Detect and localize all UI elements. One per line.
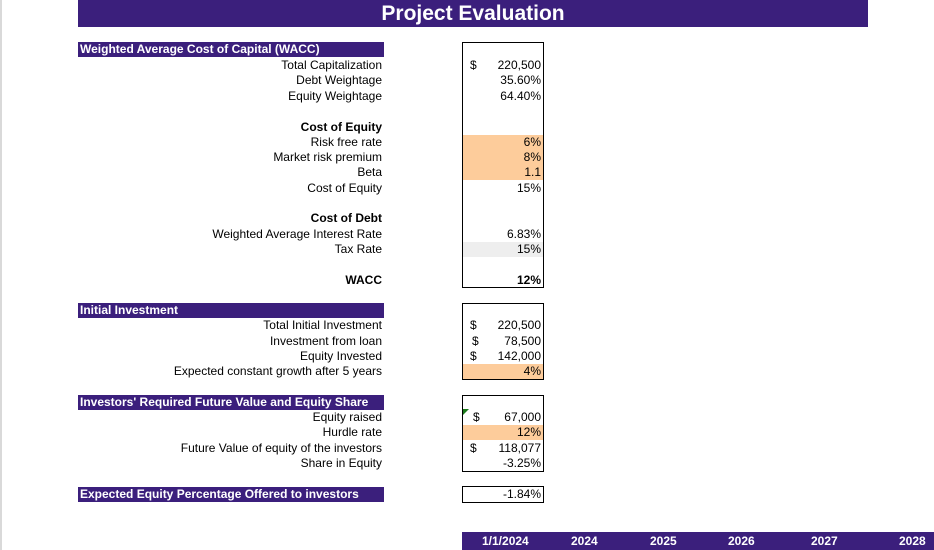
wacc-label: WACC <box>345 273 382 287</box>
year-header-bar: 1/1/2024 2024 2025 2026 2027 2028 <box>462 532 934 550</box>
risk-free-rate-value: 6% <box>523 135 541 149</box>
market-risk-premium-cell[interactable]: 8% <box>463 150 543 165</box>
cost-of-equity-value: 15% <box>516 181 541 195</box>
expected-growth-label: Expected constant growth after 5 years <box>173 364 382 378</box>
equity-invested-value: 142,000 <box>497 349 541 363</box>
expected-growth-value: 4% <box>523 364 541 378</box>
tax-rate-label: Tax Rate <box>334 242 382 256</box>
equity-weightage-label: Equity Weightage <box>288 89 382 103</box>
window-left-edge <box>0 0 2 550</box>
beta-label: Beta <box>357 165 382 179</box>
beta-value: 1.1 <box>524 165 541 179</box>
currency-symbol: $ <box>470 318 477 332</box>
total-capitalization-cell[interactable]: $ 220,500 <box>463 58 543 73</box>
risk-free-rate-label: Risk free rate <box>310 135 382 149</box>
investment-from-loan-label: Investment from loan <box>269 334 382 348</box>
investment-from-loan-cell[interactable]: $ 78,500 <box>463 334 543 349</box>
cost-of-equity-cell[interactable]: 15% <box>463 181 543 196</box>
year-header-cell[interactable]: 2028 <box>899 534 926 548</box>
year-header-cell[interactable]: 2024 <box>571 534 598 548</box>
expected-growth-cell[interactable]: 4% <box>463 364 543 379</box>
cost-of-equity-heading: Cost of Equity <box>300 120 382 134</box>
year-header-cell[interactable]: 2026 <box>728 534 755 548</box>
total-initial-investment-value: 220,500 <box>497 318 541 332</box>
investment-from-loan-value: 78,500 <box>504 334 541 348</box>
year-header-cell[interactable]: 2025 <box>650 534 677 548</box>
currency-symbol: $ <box>473 410 480 424</box>
equity-raised-value: 67,000 <box>504 410 541 424</box>
currency-symbol: $ <box>470 441 477 455</box>
equity-invested-cell[interactable]: $ 142,000 <box>463 349 543 364</box>
total-initial-investment-label: Total Initial Investment <box>263 318 382 332</box>
expected-equity-value: -1.84% <box>502 487 541 501</box>
market-risk-premium-label: Market risk premium <box>273 150 382 164</box>
investors-section-header: Investors' Required Future Value and Equ… <box>78 395 384 410</box>
cell-comment-marker-icon <box>463 409 469 415</box>
weighted-average-interest-rate-value: 6.83% <box>506 227 541 241</box>
total-initial-investment-cell[interactable]: $ 220,500 <box>463 318 543 333</box>
hurdle-rate-value: 12% <box>516 425 541 439</box>
wacc-section-header: Weighted Average Cost of Capital (WACC) <box>78 42 384 57</box>
expected-equity-box <box>462 486 544 503</box>
risk-free-rate-cell[interactable]: 6% <box>463 135 543 150</box>
weighted-average-interest-rate-cell[interactable]: 6.83% <box>463 227 543 242</box>
beta-cell[interactable]: 1.1 <box>463 165 543 180</box>
equity-raised-cell[interactable]: $ 67,000 <box>463 410 543 425</box>
equity-raised-label: Equity raised <box>312 410 382 424</box>
wacc-values-box <box>462 42 544 288</box>
tax-rate-cell[interactable]: 15% <box>463 242 543 257</box>
share-in-equity-label: Share in Equity <box>300 456 382 470</box>
debt-weightage-label: Debt Weightage <box>296 73 382 87</box>
investors-values-box <box>462 395 544 472</box>
year-header-cell[interactable]: 2027 <box>811 534 838 548</box>
initial-investment-values-box <box>462 303 544 380</box>
future-value-value: 118,077 <box>498 441 542 455</box>
year-header-cell[interactable]: 1/1/2024 <box>482 534 529 548</box>
debt-weightage-value: 35.60% <box>500 73 541 87</box>
wacc-cell[interactable]: 12% <box>463 273 543 288</box>
total-capitalization-label: Total Capitalization <box>281 58 382 72</box>
future-value-label: Future Value of equity of the investors <box>180 441 382 455</box>
cost-of-equity-label: Cost of Equity <box>307 181 382 195</box>
tax-rate-value: 15% <box>516 242 541 256</box>
currency-symbol: $ <box>472 334 479 348</box>
currency-symbol: $ <box>470 349 477 363</box>
equity-weightage-value: 64.40% <box>500 89 541 103</box>
weighted-average-interest-rate-label: Weighted Average Interest Rate <box>212 227 382 241</box>
expected-equity-header: Expected Equity Percentage Offered to in… <box>78 487 384 502</box>
total-capitalization-value: 220,500 <box>497 58 541 72</box>
future-value-cell[interactable]: $ 118,077 <box>463 441 543 456</box>
equity-weightage-cell[interactable]: 64.40% <box>463 89 543 104</box>
wacc-value: 12% <box>516 273 541 287</box>
initial-investment-header: Initial Investment <box>78 303 384 318</box>
currency-symbol: $ <box>470 58 477 72</box>
cost-of-debt-heading: Cost of Debt <box>310 211 382 225</box>
hurdle-rate-label: Hurdle rate <box>322 425 382 439</box>
debt-weightage-cell[interactable]: 35.60% <box>463 73 543 88</box>
expected-equity-cell[interactable]: -1.84% <box>463 487 543 502</box>
page-title: Project Evaluation <box>78 0 868 27</box>
share-in-equity-cell[interactable]: -3.25% <box>463 456 543 471</box>
equity-invested-label: Equity Invested <box>299 349 382 363</box>
market-risk-premium-value: 8% <box>523 150 541 164</box>
share-in-equity-value: -3.25% <box>502 456 541 470</box>
hurdle-rate-cell[interactable]: 12% <box>463 425 543 440</box>
